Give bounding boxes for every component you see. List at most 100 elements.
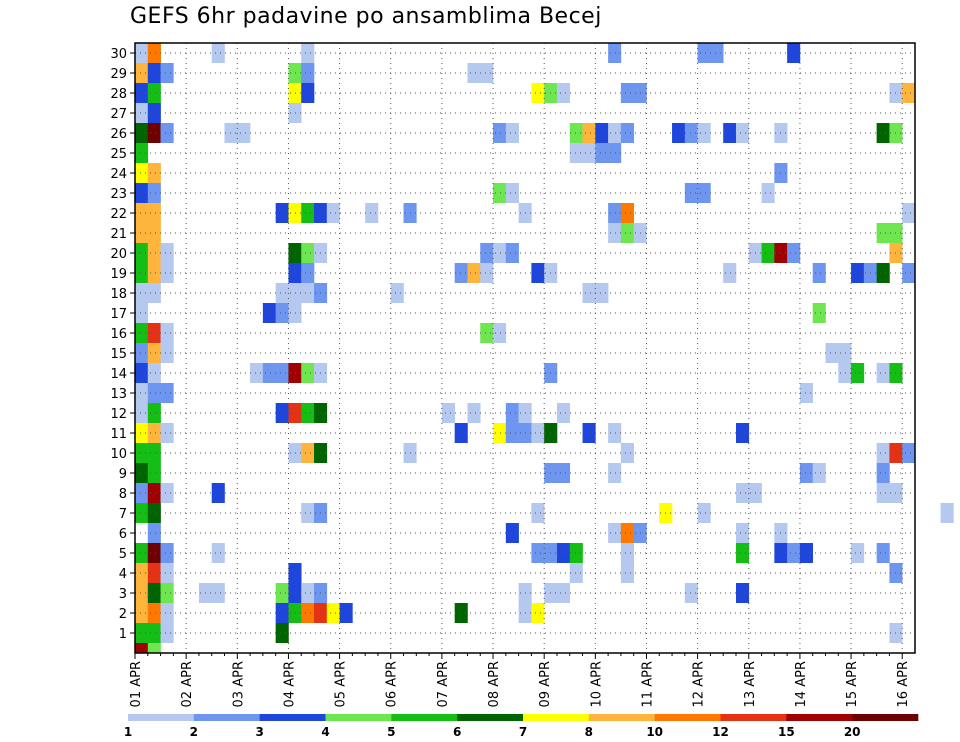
heatmap-cell <box>160 383 174 403</box>
heatmap-cell <box>493 183 507 203</box>
heatmap-cell <box>135 463 149 483</box>
heatmap-cell <box>147 183 161 203</box>
colorbar-label: 3 <box>255 725 263 739</box>
y-tick-label: 14 <box>110 367 127 382</box>
heatmap-cell <box>147 383 161 403</box>
y-tick-label: 18 <box>110 287 127 302</box>
heatmap-cell <box>505 243 519 263</box>
heatmap-cell <box>211 583 225 603</box>
heatmap-cell <box>275 583 289 603</box>
y-tick-label: 22 <box>110 207 127 222</box>
heatmap-cell <box>288 303 302 323</box>
heatmap-cell <box>608 143 622 163</box>
heatmap-cell <box>505 123 519 143</box>
x-tick-label: 14 APR <box>794 661 809 707</box>
y-tick-label: 30 <box>110 47 127 62</box>
heatmap-cell <box>531 423 545 443</box>
heatmap-cell <box>262 363 276 383</box>
heatmap-cell <box>135 563 149 583</box>
colorbar-swatch <box>193 714 260 721</box>
x-tick-label: 15 APR <box>845 661 860 707</box>
heatmap-cell <box>454 603 468 623</box>
heatmap-cell <box>799 383 814 403</box>
heatmap-cell <box>620 123 634 143</box>
heatmap-cell <box>301 443 315 463</box>
heatmap-cell <box>288 83 302 103</box>
heatmap-cell <box>147 263 161 283</box>
colorbar-label: 6 <box>453 725 461 739</box>
colorbar-label: 7 <box>519 725 527 739</box>
colorbar-swatch <box>588 714 655 721</box>
y-tick-label: 21 <box>110 227 127 242</box>
heatmap-cell <box>595 283 609 303</box>
heatmap-cell <box>135 163 149 183</box>
colorbar-swatch <box>457 714 524 721</box>
heatmap-cell <box>147 583 161 603</box>
heatmap-cell <box>147 83 161 103</box>
colorbar-swatch <box>786 714 853 721</box>
heatmap-cell <box>556 543 571 563</box>
heatmap-cell <box>582 143 596 163</box>
heatmap-cell <box>582 283 596 303</box>
heatmap-cell <box>608 523 622 543</box>
heatmap-cell <box>211 43 225 63</box>
heatmap-cell <box>135 383 149 403</box>
heatmap-cell <box>147 403 161 423</box>
heatmap-cell <box>825 343 839 363</box>
heatmap-cell <box>301 403 315 423</box>
heatmap-cell <box>301 203 315 223</box>
heatmap-cell <box>160 603 174 623</box>
heatmap-cell <box>135 223 149 243</box>
y-tick-label: 19 <box>110 267 127 282</box>
x-tick-label: 07 APR <box>436 661 451 707</box>
heatmap-cell <box>876 483 890 503</box>
heatmap-cell <box>288 263 302 283</box>
colorbar-label: 12 <box>712 725 729 739</box>
heatmap-cell <box>147 543 161 563</box>
colorbar-swatch <box>128 714 195 721</box>
heatmap-cell <box>160 63 174 83</box>
heatmap-cell <box>160 623 174 643</box>
y-tick-label: 5 <box>119 547 127 562</box>
colorbar-label: 2 <box>190 725 198 739</box>
heatmap-cell <box>761 243 775 263</box>
y-tick-label: 27 <box>110 107 127 122</box>
heatmap-cell <box>467 63 481 83</box>
heatmap-cell <box>147 623 161 643</box>
heatmap-cell <box>147 563 161 583</box>
heatmap-cell <box>147 363 161 383</box>
colorbar-label: 8 <box>585 725 593 739</box>
heatmap-cell <box>147 423 161 443</box>
colorbar-swatch <box>720 714 787 721</box>
heatmap-cell <box>135 103 149 123</box>
heatmap-cell <box>876 463 890 483</box>
y-tick-label: 15 <box>110 347 127 362</box>
heatmap-cell <box>147 603 161 623</box>
y-tick-label: 23 <box>110 187 127 202</box>
heatmap-cell <box>608 43 622 63</box>
heatmap-cell <box>135 123 149 143</box>
heatmap-cell <box>326 203 340 223</box>
heatmap-cell <box>735 483 750 503</box>
colorbar-label: 4 <box>321 725 329 739</box>
heatmap-cell <box>480 63 494 83</box>
heatmap-cell <box>902 83 916 103</box>
heatmap-cell <box>288 283 302 303</box>
heatmap-cell <box>135 643 149 653</box>
heatmap-cell <box>275 363 289 383</box>
y-tick-label: 16 <box>110 327 127 342</box>
heatmap-cell <box>301 243 315 263</box>
heatmap-cell <box>160 243 174 263</box>
heatmap-cell <box>147 343 161 363</box>
heatmap-cell <box>147 103 161 123</box>
heatmap-cell <box>160 323 174 343</box>
heatmap-cell <box>569 543 583 563</box>
heatmap-cell <box>480 263 494 283</box>
heatmap-cell <box>608 423 622 443</box>
heatmap-cell <box>531 263 545 283</box>
heatmap-cell <box>301 263 315 283</box>
heatmap-cell <box>301 283 315 303</box>
heatmap-cell <box>275 403 289 423</box>
heatmap-cell <box>262 303 276 323</box>
heatmap-cell <box>595 123 609 143</box>
